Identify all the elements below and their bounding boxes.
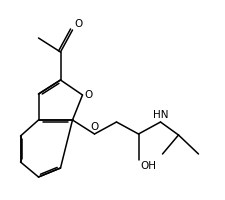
Text: OH: OH: [140, 161, 157, 171]
Text: O: O: [84, 90, 92, 100]
Text: O: O: [74, 19, 83, 29]
Text: O: O: [90, 122, 99, 132]
Text: HN: HN: [153, 110, 168, 120]
